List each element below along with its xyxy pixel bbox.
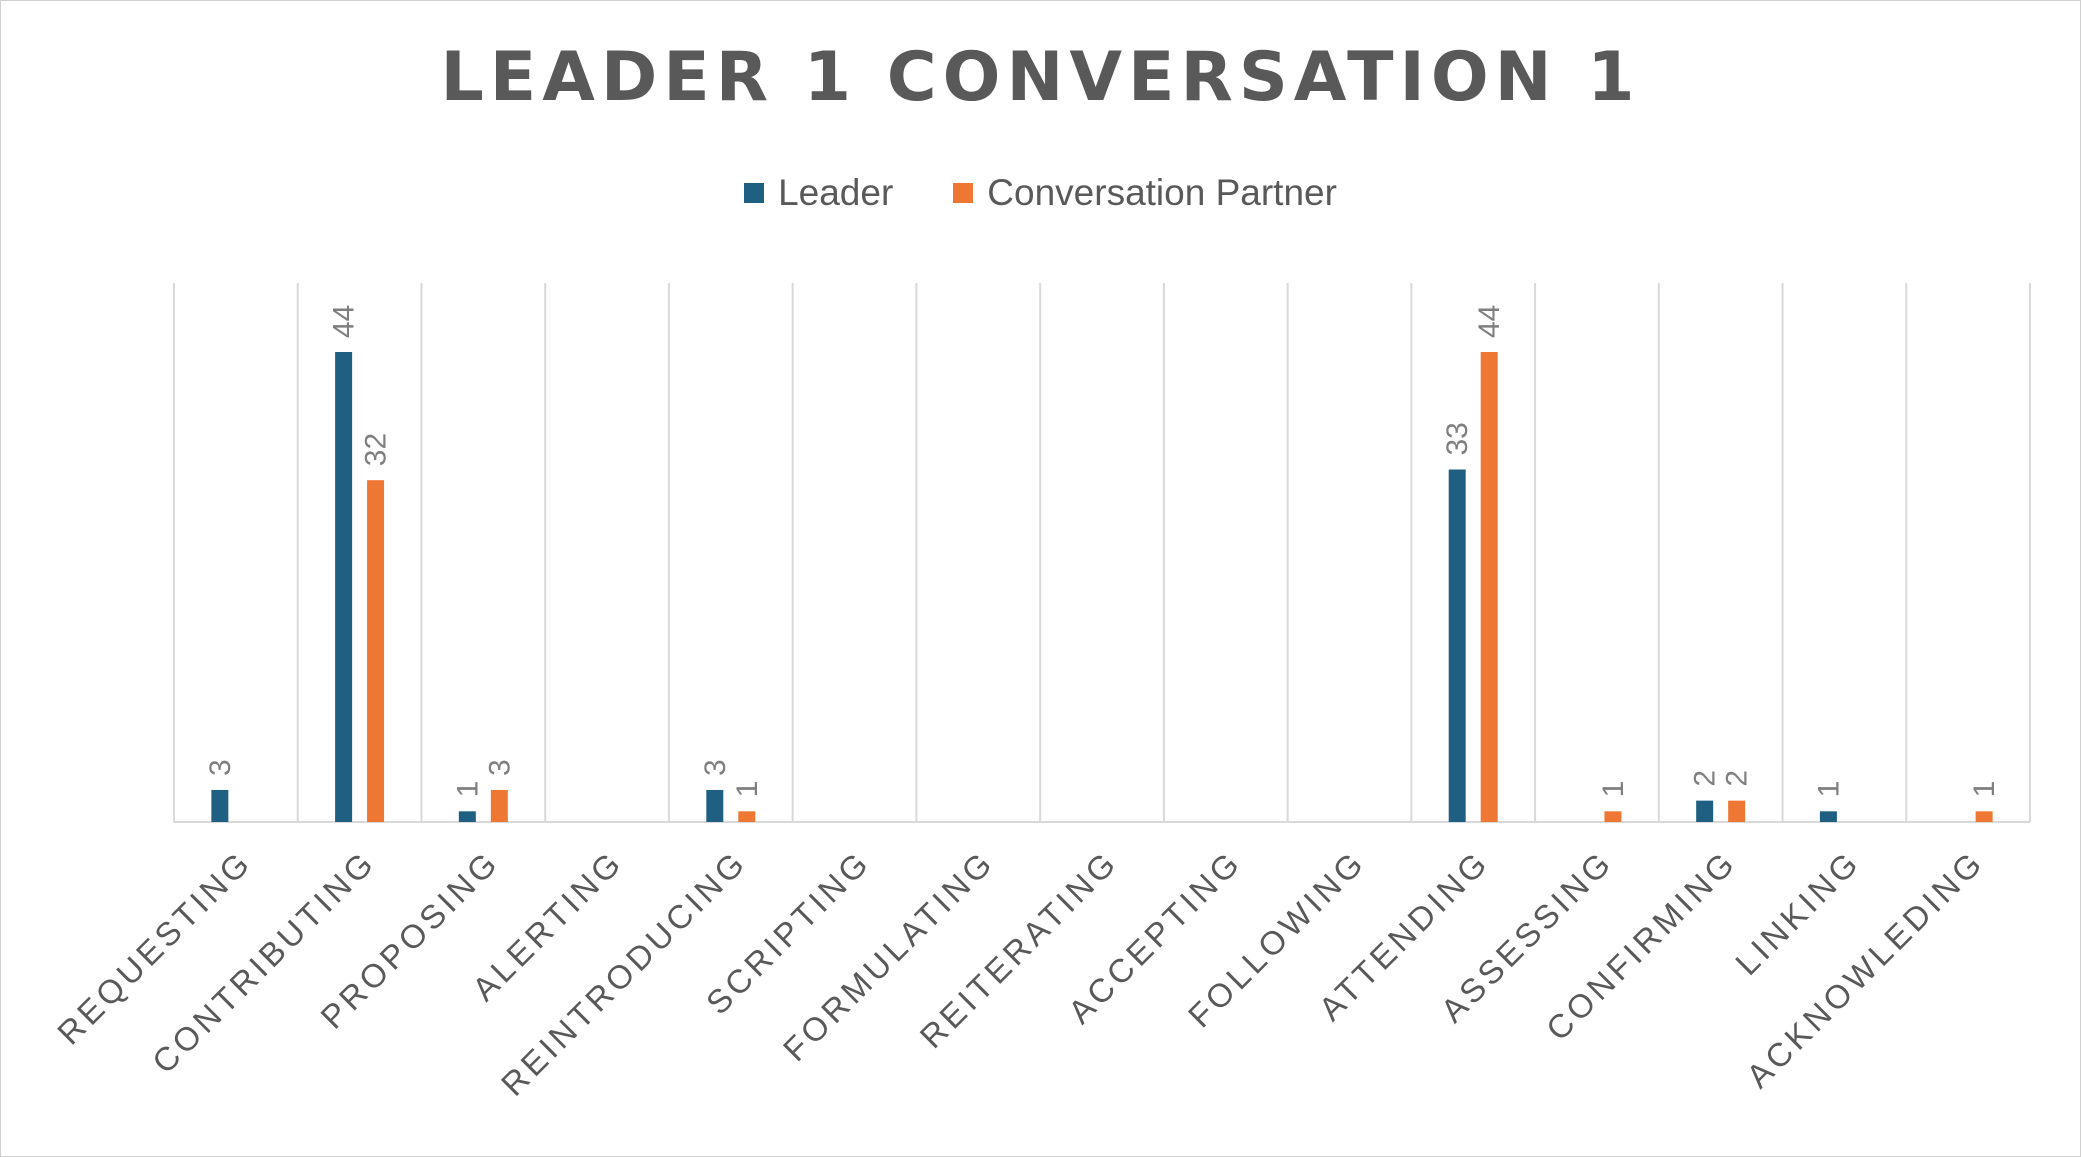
tick-label-contributing: CONTRIBUTING [145, 843, 383, 1081]
data-label-conversation-partner-proposing: 3 [483, 759, 516, 776]
legend-swatch-leader [744, 183, 765, 203]
data-label-leader-contributing: 44 [328, 305, 361, 338]
bar-conversation-partner-contributing [367, 480, 385, 822]
data-label-leader-requesting: 3 [204, 759, 237, 776]
tick-label-acknowleding: ACKNOWLEDING [1739, 843, 1991, 1095]
chart-title: LEADER 1 CONVERSATION 1 [440, 38, 1641, 117]
data-label-leader-proposing: 1 [451, 781, 484, 798]
data-label-conversation-partner-contributing: 32 [360, 433, 393, 466]
legend-label-leader: Leader [778, 172, 894, 213]
bar-leader-proposing [458, 811, 476, 822]
bar-conversation-partner-attending [1480, 352, 1498, 822]
data-label-conversation-partner-reintroducing: 1 [731, 781, 764, 798]
bar-conversation-partner-proposing [490, 789, 508, 822]
bar-conversation-partner-confirming [1728, 800, 1746, 822]
data-label-leader-attending: 33 [1441, 422, 1474, 455]
bar-leader-requesting [211, 789, 229, 822]
legend: Leader Conversation Partner [0, 172, 2081, 214]
bar-leader-contributing [335, 352, 353, 822]
legend-label-conversation-partner: Conversation Partner [987, 172, 1337, 213]
data-label-leader-confirming: 2 [1689, 770, 1722, 787]
bar-leader-linking [1819, 811, 1837, 822]
data-label-leader-linking: 1 [1812, 781, 1845, 798]
legend-swatch-conversation-partner [953, 183, 974, 203]
tick-label-reintroducing: REINTRODUCING [494, 843, 754, 1103]
data-label-conversation-partner-assessing: 1 [1597, 781, 1630, 798]
data-label-leader-reintroducing: 3 [699, 759, 732, 776]
bar-leader-reintroducing [706, 789, 724, 822]
bar-conversation-partner-assessing [1604, 811, 1622, 822]
data-label-conversation-partner-acknowleding: 1 [1968, 781, 2001, 798]
data-label-conversation-partner-confirming: 2 [1721, 770, 1754, 787]
tick-label-formulating: FORMULATING [776, 843, 1001, 1068]
legend-item-leader: Leader [744, 172, 893, 214]
bar-conversation-partner-acknowleding [1975, 811, 1993, 822]
bar-leader-confirming [1696, 800, 1714, 822]
bar-leader-attending [1448, 469, 1466, 822]
data-label-conversation-partner-attending: 44 [1473, 305, 1506, 338]
bar-conversation-partner-reintroducing [738, 811, 756, 822]
legend-item-conversation-partner: Conversation Partner [953, 172, 1337, 214]
